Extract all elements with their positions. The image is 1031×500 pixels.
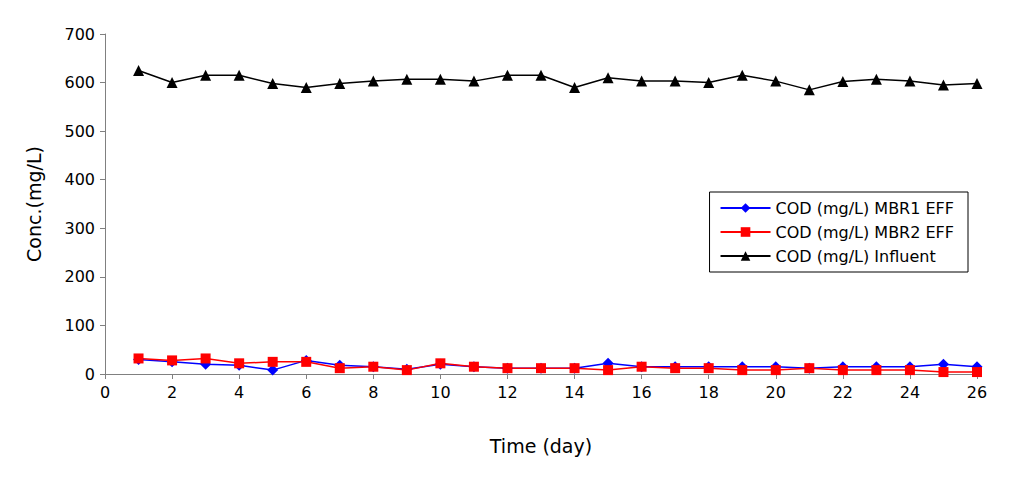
svg-text:600: 600	[64, 73, 95, 92]
svg-text:14: 14	[564, 383, 584, 402]
svg-text:200: 200	[64, 267, 95, 286]
svg-text:COD (mg/L) MBR1 EFF: COD (mg/L) MBR1 EFF	[776, 199, 954, 218]
svg-text:COD (mg/L) MBR2 EFF: COD (mg/L) MBR2 EFF	[776, 223, 954, 242]
svg-text:0: 0	[85, 365, 95, 384]
svg-text:26: 26	[967, 383, 987, 402]
svg-text:24: 24	[900, 383, 920, 402]
svg-text:22: 22	[833, 383, 853, 402]
svg-text:4: 4	[234, 383, 244, 402]
svg-text:20: 20	[766, 383, 786, 402]
svg-text:Conc.(mg/L): Conc.(mg/L)	[23, 146, 45, 262]
svg-text:8: 8	[368, 383, 378, 402]
svg-text:6: 6	[301, 383, 311, 402]
svg-text:300: 300	[64, 219, 95, 238]
svg-text:400: 400	[64, 170, 95, 189]
svg-text:16: 16	[631, 383, 651, 402]
svg-text:100: 100	[64, 316, 95, 335]
svg-text:700: 700	[64, 25, 95, 44]
svg-text:500: 500	[64, 122, 95, 141]
svg-text:2: 2	[167, 383, 177, 402]
svg-text:18: 18	[699, 383, 719, 402]
svg-text:Time (day): Time (day)	[489, 435, 592, 457]
svg-text:10: 10	[430, 383, 450, 402]
svg-text:0: 0	[100, 383, 110, 402]
svg-text:COD (mg/L) Influent: COD (mg/L) Influent	[776, 247, 936, 266]
svg-text:12: 12	[497, 383, 517, 402]
